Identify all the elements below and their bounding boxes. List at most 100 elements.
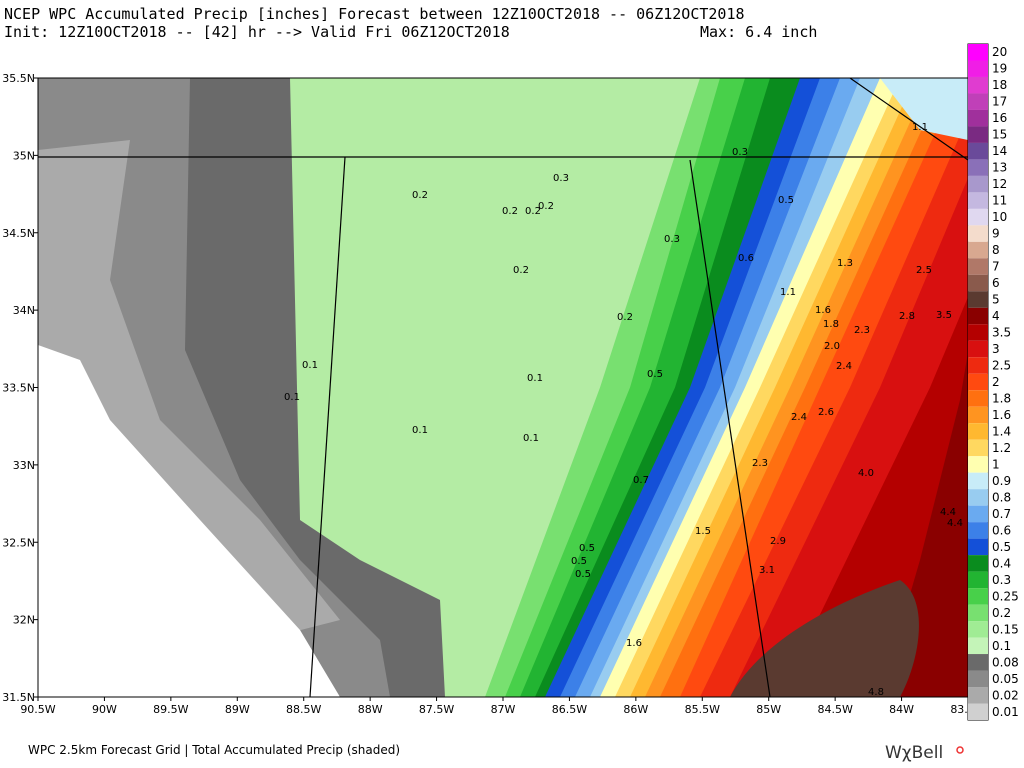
legend-label: 10 <box>992 210 1007 224</box>
legend-label: 1.6 <box>992 408 1011 422</box>
value-label: 3.5 <box>936 310 952 321</box>
lon-label: 88W <box>358 703 383 716</box>
legend-label: 3 <box>992 342 1000 356</box>
precip-band <box>880 352 968 697</box>
legend-swatch <box>968 390 988 407</box>
legend-swatch <box>968 439 988 457</box>
max-value: Max: 6.4 inch <box>700 23 817 41</box>
legend-label: 16 <box>992 111 1007 125</box>
legend-label: 0.25 <box>992 589 1019 603</box>
legend-label: 0.02 <box>992 688 1019 702</box>
value-label: 0.2 <box>617 312 633 323</box>
legend-label: 20 <box>992 45 1007 59</box>
value-label: 1.6 <box>815 305 831 316</box>
legend-swatch <box>968 423 988 440</box>
logo-dot <box>956 746 964 754</box>
legend-swatch <box>968 670 988 688</box>
value-label: 2.3 <box>752 458 768 469</box>
legend-label: 0.2 <box>992 606 1011 620</box>
lon-label: 90W <box>92 703 117 716</box>
outside-domain <box>38 345 340 697</box>
legend-swatch <box>968 505 988 523</box>
value-label: 2.9 <box>770 536 786 547</box>
value-label: 0.2 <box>538 201 554 212</box>
legend-label: 4 <box>992 309 1000 323</box>
value-label: 0.1 <box>412 425 428 436</box>
legend-swatch <box>968 175 988 193</box>
legend-swatch <box>968 456 988 473</box>
legend-label: 5 <box>992 293 1000 307</box>
value-label: 0.2 <box>502 206 518 217</box>
legend-label: 0.05 <box>992 672 1019 686</box>
legend-label: 19 <box>992 62 1007 76</box>
value-label: 0.6 <box>738 253 754 264</box>
map-area <box>38 78 968 697</box>
lon-label: 86W <box>623 703 648 716</box>
value-label: 4.0 <box>858 468 874 479</box>
legend-swatch <box>968 538 988 556</box>
legend-label: 8 <box>992 243 1000 257</box>
lon-label: 87W <box>491 703 516 716</box>
lat-label: 32.5N <box>2 536 35 549</box>
legend-label: 7 <box>992 260 1000 274</box>
value-label: 0.3 <box>553 173 569 184</box>
legend-swatch <box>968 357 988 374</box>
value-label: 0.7 <box>633 475 649 486</box>
lon-label: 84.5W <box>817 703 852 716</box>
lat-label: 33.5N <box>2 382 35 395</box>
legend-swatch <box>968 93 988 110</box>
value-label: 2.3 <box>854 325 870 336</box>
legend-swatch <box>968 44 988 61</box>
legend-swatch <box>968 208 988 226</box>
lon-label: 89.5W <box>153 703 188 716</box>
legend-label: 1.8 <box>992 391 1011 405</box>
legend-swatch <box>968 159 988 176</box>
value-label: 2.4 <box>791 412 807 423</box>
legend-label: 13 <box>992 161 1007 175</box>
legend-swatch <box>968 258 988 275</box>
value-label: 2.6 <box>818 407 834 418</box>
value-label: 1.3 <box>837 258 853 269</box>
value-label: 1.8 <box>823 319 839 330</box>
legend-label: 14 <box>992 144 1007 158</box>
value-label: 4.4 <box>947 518 963 529</box>
value-label: 4.8 <box>868 687 884 698</box>
legend-label: 17 <box>992 95 1007 109</box>
lon-label: 87.5W <box>419 703 454 716</box>
legend-swatch <box>968 324 988 341</box>
title: NCEP WPC Accumulated Precip [inches] For… <box>4 5 745 23</box>
legend-swatch <box>968 60 988 77</box>
legend-swatch <box>968 340 988 358</box>
value-label: 1.5 <box>695 526 711 537</box>
value-label: 0.5 <box>575 569 591 580</box>
legend-swatch <box>968 588 988 605</box>
legend-label: 12 <box>992 177 1007 191</box>
legend-label: 2.5 <box>992 359 1011 373</box>
value-label: 0.3 <box>664 234 680 245</box>
state-border <box>689 159 771 697</box>
lat-label: 33N <box>13 459 35 472</box>
value-label: 1.6 <box>626 638 642 649</box>
legend-swatch <box>968 126 988 143</box>
legend-swatch <box>968 291 988 308</box>
legend-label: 1 <box>992 457 1000 471</box>
lon-label: 89W <box>225 703 250 716</box>
legend-swatch <box>968 522 988 539</box>
lon-label: 90.5W <box>20 703 55 716</box>
value-label: 0.1 <box>523 433 539 444</box>
lat-label: 34.5N <box>2 227 35 240</box>
value-label: 0.2 <box>412 190 428 201</box>
legend-swatch <box>968 472 988 490</box>
legend-swatch <box>968 703 988 720</box>
legend-swatch <box>968 571 988 589</box>
legend-label: 0.08 <box>992 655 1019 669</box>
value-label: 2.8 <box>899 311 915 322</box>
value-label: 0.5 <box>647 369 663 380</box>
legend-label: 6 <box>992 276 1000 290</box>
legend-swatch <box>968 307 988 325</box>
legend-label: 0.9 <box>992 474 1011 488</box>
legend-label: 2 <box>992 375 1000 389</box>
value-label: 0.3 <box>732 147 748 158</box>
legend-swatch <box>968 637 988 655</box>
legend-swatch <box>968 109 988 127</box>
